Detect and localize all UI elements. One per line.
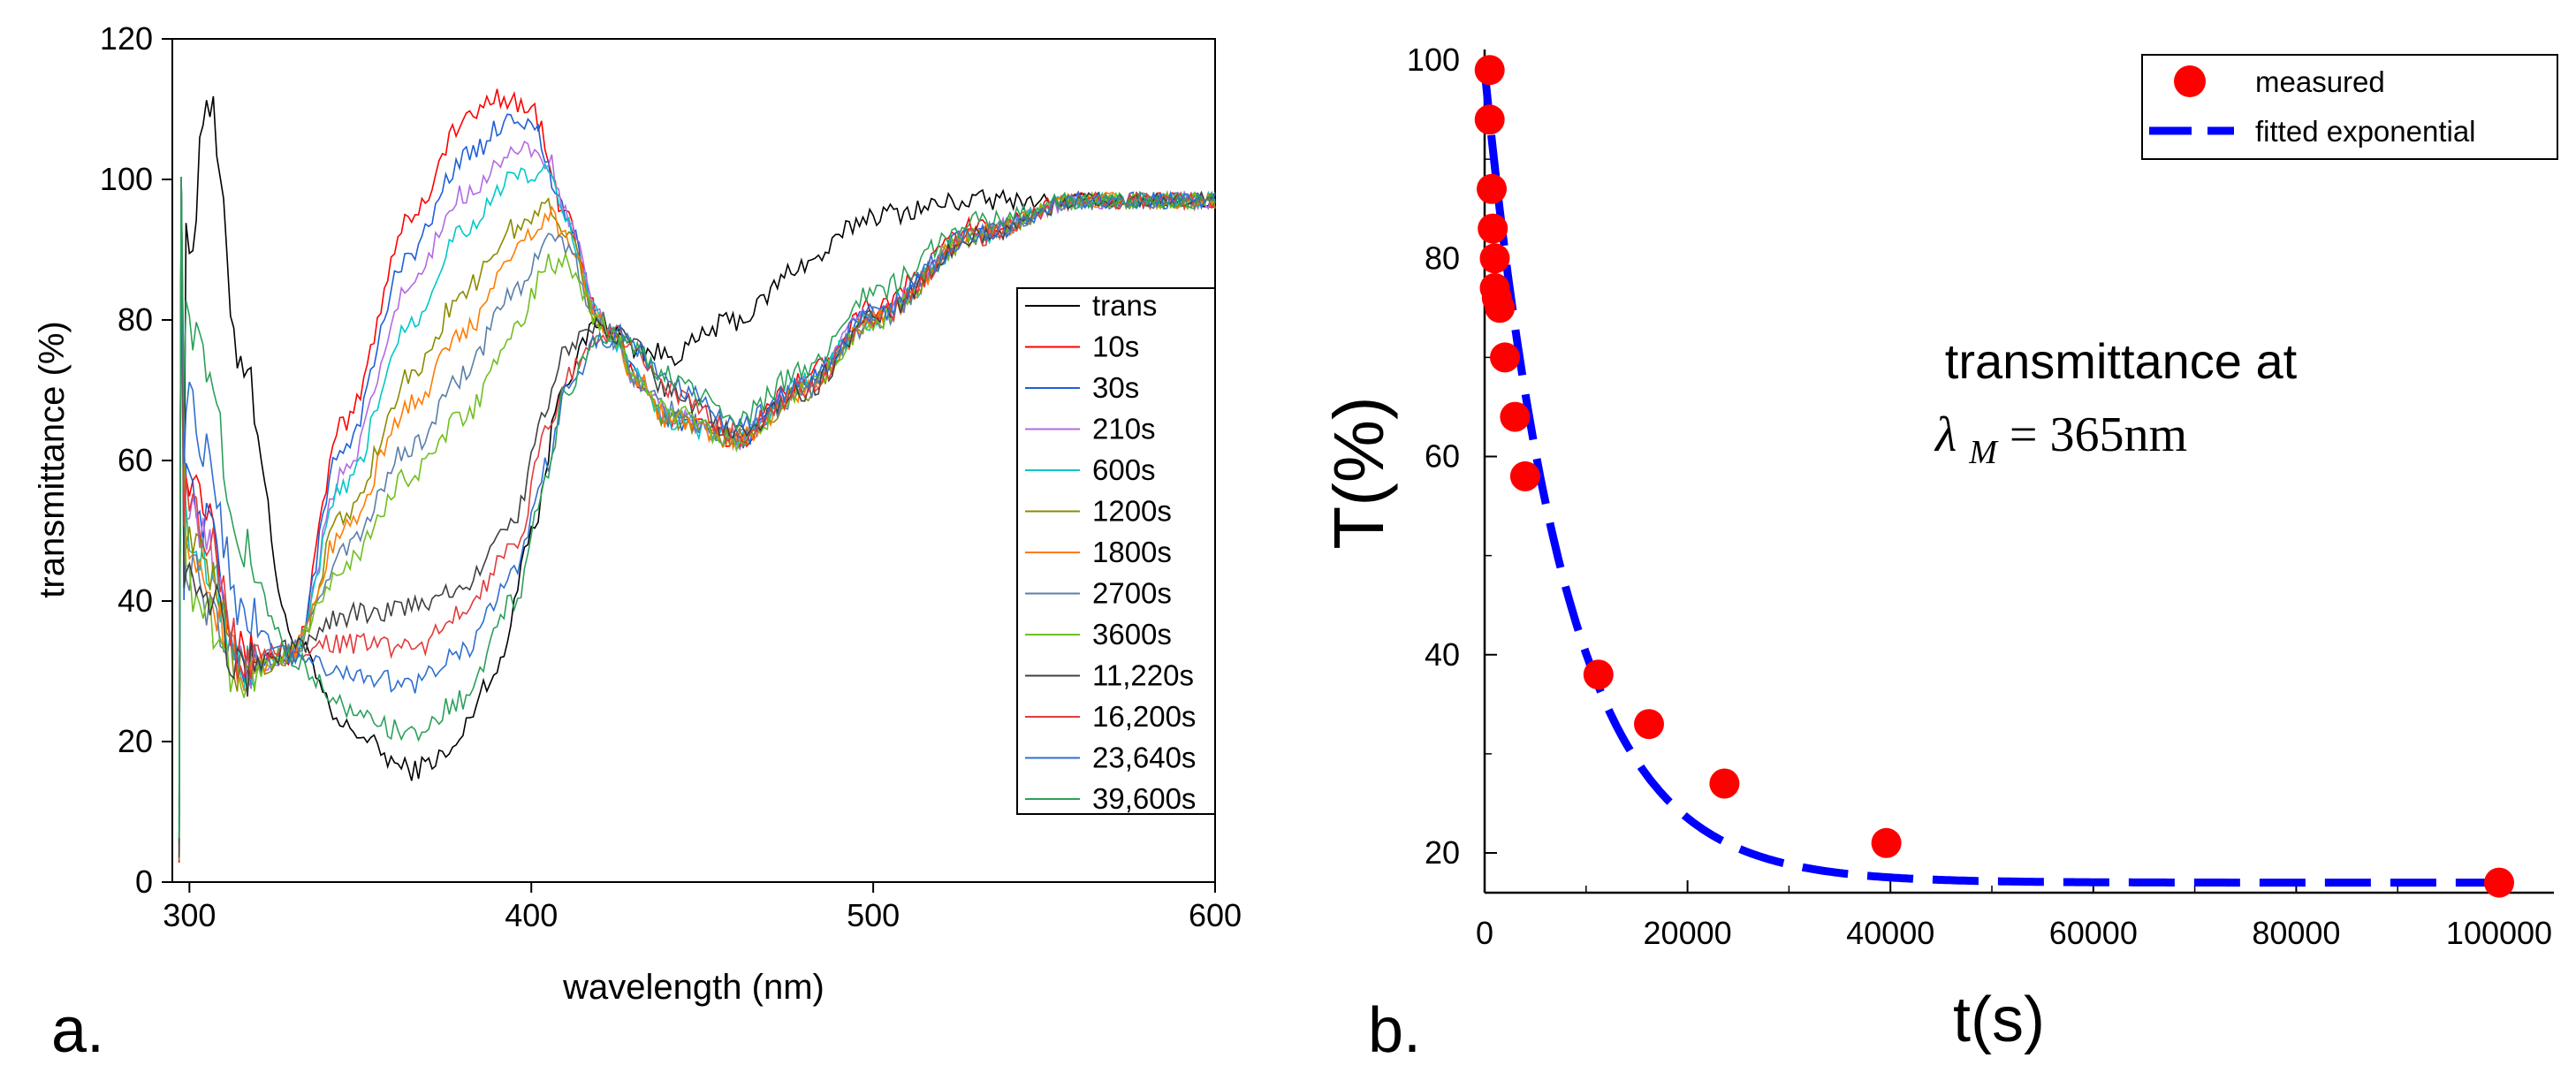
panel-a-x-axis-title: wavelength (nm) [562,968,824,1007]
panel-a-legend-label: 1200s [1092,495,1172,528]
panel-b-data-point [1709,768,1740,799]
annotation-line-2: λ M = 365nm [1934,407,2187,475]
panel-a-y-tick-label: 120 [100,20,153,57]
panel-a-legend: trans 10s 30s 210s 600s 1200s 1800s 2700s 3600s 1… [1016,287,1216,815]
panel-a-chart: 300 400 500 600 0 20 40 60 80 100 120 wavelength (… [33,20,1242,1066]
panel-a-legend-label: 600s [1092,453,1156,486]
panel-b-y-tick-label: 60 [1425,438,1460,475]
panel-b-legend-box [2141,54,2558,160]
panel-b-data-point [1474,55,1505,86]
panel-b-y-tick-label: 100 [1407,42,1460,78]
panel-b-data-point [2484,867,2514,898]
panel-b-data-point [1474,104,1505,135]
panel-a-label: a. [51,995,104,1066]
annotation-lambda: λ [1934,407,1957,462]
panel-a-y-tick-label: 100 [100,161,153,197]
panel-a-legend-label: 30s [1092,371,1139,404]
panel-b-x-axis-title: t(s) [1953,985,2045,1055]
panel-b-data-point [1500,401,1531,432]
panel-b-legend-marker-measured [2174,65,2206,97]
panel-b-annotation: transmittance at λ M = 365nm [1934,333,2298,475]
panel-a-series-line [178,95,1216,846]
panel-b-data-point [1477,173,1507,204]
panel-b-x-tick-label: 0 [1476,915,1493,951]
panel-b-data-point [1871,827,1902,858]
panel-a-legend-label: 10s [1092,331,1139,363]
panel-b-x-tick-label: 100000 [2446,915,2552,951]
panel-b-y-axis-title: T(%) [1319,396,1398,549]
panel-b-x-tick-label: 60000 [2049,915,2138,951]
annotation-value: = 365nm [2010,407,2187,462]
panel-a-legend-label: 2700s [1092,577,1172,610]
annotation-subscript: M [1968,434,1999,471]
panel-a-legend-label: 23,640s [1092,742,1196,774]
panel-a-legend-label: 39,600s [1092,782,1196,815]
panel-a-x-tick-label: 500 [847,897,900,933]
panel-b-y-tick-label: 80 [1425,240,1460,276]
panel-a-legend-label: 11,220s [1092,659,1194,692]
panel-b-data-point [1479,243,1510,274]
panel-b-x-tick-label: 40000 [1846,915,1934,951]
panel-b-x-tick-label: 80000 [2252,915,2340,951]
panel-a-x-tick-label: 400 [505,897,558,933]
panel-b-fit-line [1480,69,2499,887]
panel-a-y-tick-label: 20 [118,723,153,759]
panel-b-legend: measured fitted exponential [2141,54,2558,160]
panel-a-y-tick-label: 0 [135,864,153,900]
panel-b-data-point [1490,342,1520,373]
annotation-line-1: transmittance at [1945,333,2298,389]
panel-b-legend-label-measured: measured [2255,65,2385,98]
panel-a-y-tick-label: 40 [118,582,153,619]
panel-b-label: b. [1368,995,1421,1066]
panel-a-series-line [178,177,1216,841]
panel-a-y-axis-title: transmittance (%) [33,321,72,597]
panel-b-data-point [1478,213,1508,244]
panel-a-legend-label: 3600s [1092,618,1172,651]
panel-b-y-tick-label: 40 [1425,636,1460,673]
panel-a-legend-label: 16,200s [1092,700,1196,733]
panel-a-y-tick-label: 80 [118,301,153,338]
panel-b-data-point [1583,659,1614,690]
panel-a-y-tick-label: 60 [118,442,153,478]
panel-a-x-tick-label: 600 [1189,897,1242,933]
panel-a-legend-label: 1800s [1092,536,1172,568]
panel-b-data-point [1509,460,1540,491]
panel-b-y-tick-label: 20 [1425,834,1460,871]
panel-a-legend-label: 210s [1092,413,1156,445]
panel-b-legend-label-fit: fitted exponential [2255,115,2476,148]
panel-a-series-line [178,176,1216,839]
panel-b-x-tick-label: 20000 [1644,915,1732,951]
panel-b-data-point [1485,293,1516,323]
panel-b-data-point [1634,709,1664,740]
panel-b-chart: 0 20000 40000 60000 80000 100000 20 40 60 80 100 t… [1319,42,2558,1066]
panel-a-legend-label: trans [1092,289,1157,322]
panel-a-x-tick-label: 300 [163,897,216,933]
panel-a-legend-box [1016,287,1216,815]
